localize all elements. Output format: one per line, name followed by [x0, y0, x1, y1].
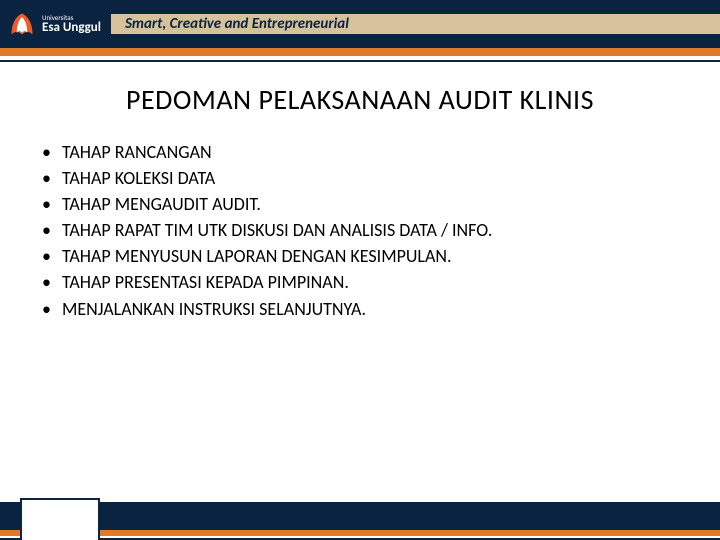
- tagline-strip: Smart, Creative and Entrepreneurial: [111, 12, 720, 36]
- bullet-list: TAHAP RANCANGAN TAHAP KOLEKSI DATA TAHAP…: [36, 139, 684, 322]
- logo-block: Universitas Esa Unggul: [0, 0, 111, 48]
- list-item: TAHAP RAPAT TIM UTK DISKUSI DAN ANALISIS…: [40, 217, 684, 243]
- logo-text: Universitas Esa Unggul: [42, 14, 101, 34]
- footer-orange-bar: [0, 530, 720, 536]
- list-item: TAHAP MENYUSUN LAPORAN DENGAN KESIMPULAN…: [40, 243, 684, 269]
- footer-left-block: [20, 498, 100, 540]
- footer: [0, 498, 720, 540]
- content-area: PEDOMAN PELAKSANAAN AUDIT KLINIS TAHAP R…: [0, 62, 720, 322]
- logo-name: Esa Unggul: [42, 21, 101, 34]
- list-item: TAHAP RANCANGAN: [40, 139, 684, 165]
- list-item: TAHAP MENGAUDIT AUDIT.: [40, 191, 684, 217]
- header-orange-strip: [0, 48, 720, 56]
- list-item: TAHAP PRESENTASI KEPADA PIMPINAN.: [40, 269, 684, 295]
- tagline-text: Smart, Creative and Entrepreneurial: [125, 15, 349, 33]
- footer-blue-bar: [0, 502, 720, 530]
- header-bar: Universitas Esa Unggul Smart, Creative a…: [0, 0, 720, 48]
- list-item: MENJALANKAN INSTRUKSI SELANJUTNYA.: [40, 296, 684, 322]
- logo-icon: [8, 10, 36, 38]
- list-item: TAHAP KOLEKSI DATA: [40, 165, 684, 191]
- slide-title: PEDOMAN PELAKSANAAN AUDIT KLINIS: [36, 82, 684, 117]
